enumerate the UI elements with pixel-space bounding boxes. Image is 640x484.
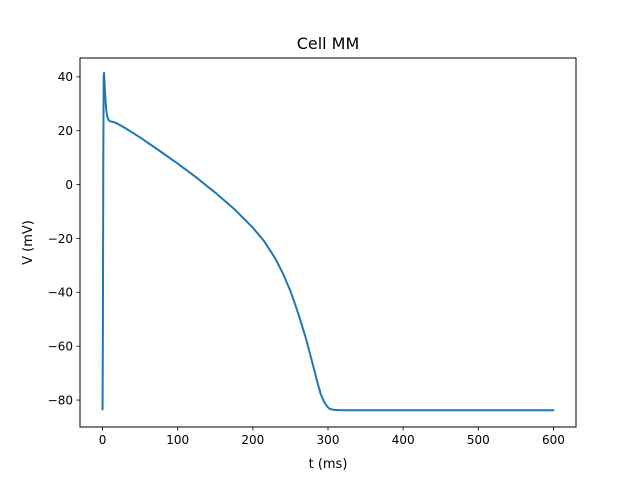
x-tick-label: 200: [241, 433, 264, 447]
x-tick-label: 0: [99, 433, 107, 447]
axes-frame: [79, 57, 577, 428]
y-tick-label: 40: [58, 70, 73, 84]
x-tick-label: 100: [166, 433, 189, 447]
y-tick-label: −60: [48, 339, 73, 353]
x-tick-label: 400: [392, 433, 415, 447]
ticks-layer: 0 100 200 300 400 500 600 −80 −60 −40 −20 0 20 40: [48, 70, 565, 447]
y-axis-label: V (mV): [21, 220, 36, 265]
x-tick-label: 500: [467, 433, 490, 447]
y-tick-label: −80: [48, 393, 73, 407]
y-tick-label: −40: [48, 286, 73, 300]
y-tick-label: −20: [48, 232, 73, 246]
y-tick-label: 0: [65, 178, 73, 192]
y-tick-label: 20: [58, 124, 73, 138]
plot-layer: [101, 71, 555, 412]
x-tick-label: 600: [542, 433, 565, 447]
x-axis-label: t (ms): [309, 457, 348, 472]
x-tick-label: 300: [317, 433, 340, 447]
chart-title: Cell MM: [297, 34, 360, 53]
voltage-series-line: [101, 71, 555, 412]
